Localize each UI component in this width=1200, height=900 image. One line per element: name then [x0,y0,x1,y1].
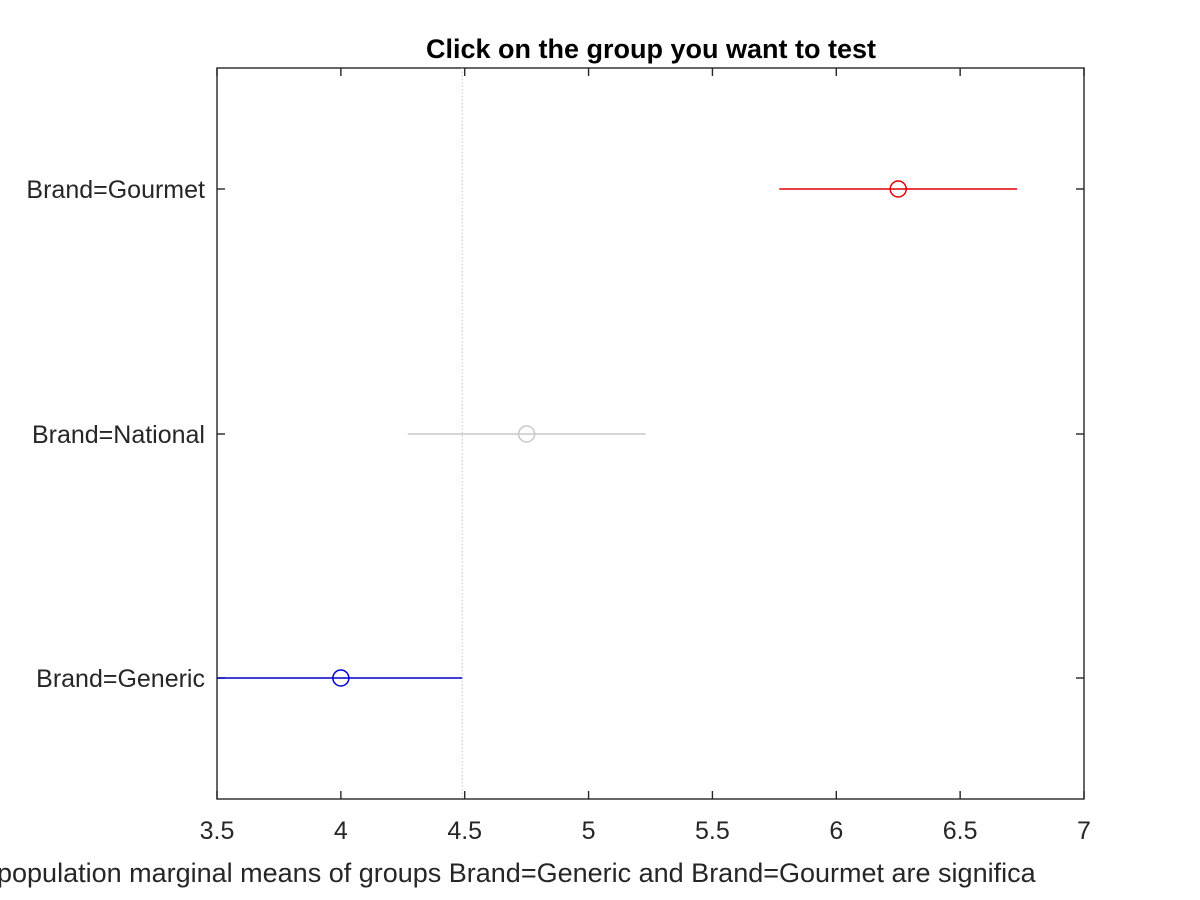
x-tick-label: 5 [582,817,596,845]
chart-title: Click on the group you want to test [426,34,876,64]
y-tick-label: Brand=National [32,421,205,449]
y-axis-ticks: Brand=Generic Brand=National Brand=Gourmet [26,176,1084,693]
x-tick-label: 6 [829,817,843,845]
x-tick-label: 6.5 [943,817,978,845]
x-axis-ticks: 3.5 4 4.5 5 5.5 6 6.5 7 [200,68,1091,845]
mean-marker-brand-gourmet[interactable] [889,180,907,198]
x-axis-label: population marginal means of groups Bran… [0,858,1037,888]
y-tick-label: Brand=Generic [36,665,205,693]
y-tick-label: Brand=Gourmet [26,176,205,204]
x-tick-label: 4.5 [447,817,482,845]
intervals-layer [217,180,1018,687]
x-tick-label: 3.5 [200,817,235,845]
mean-marker-brand-national[interactable] [517,425,536,443]
x-tick-label: 5.5 [695,817,730,845]
x-tick-label: 4 [334,817,348,845]
x-tick-label: 7 [1077,817,1091,845]
plot-area[interactable] [216,67,1085,800]
mean-marker-brand-generic[interactable] [332,669,350,687]
